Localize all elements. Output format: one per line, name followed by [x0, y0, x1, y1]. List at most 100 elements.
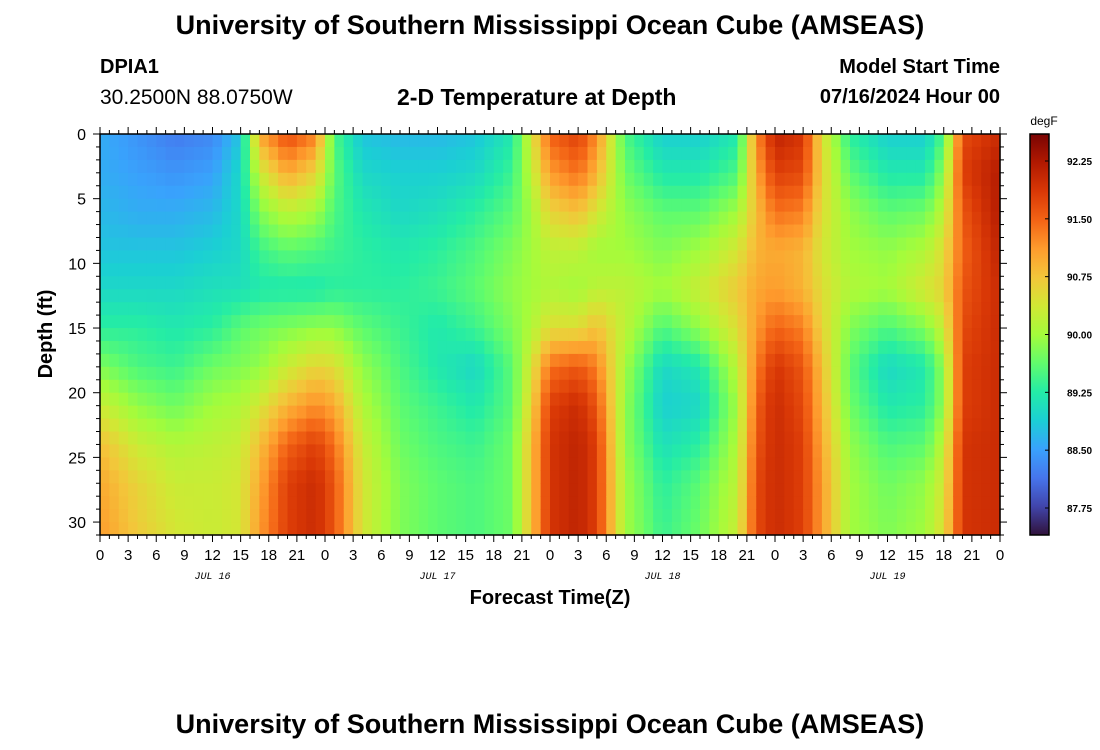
colorbar-tick-label: 90.00 — [1067, 331, 1092, 342]
heatmap-cell — [493, 276, 504, 290]
heatmap-cell — [287, 522, 298, 536]
heatmap-cell — [868, 315, 879, 329]
heatmap-cell — [868, 457, 879, 471]
heatmap-cell — [550, 405, 560, 420]
heatmap-cell — [671, 328, 682, 342]
heatmap-cell — [540, 418, 551, 433]
heatmap-cell — [381, 470, 392, 484]
heatmap-cell — [859, 379, 870, 394]
heatmap-cell — [175, 185, 185, 200]
heatmap-cell — [568, 198, 579, 213]
heatmap-cell — [559, 496, 570, 510]
heatmap-cell — [287, 302, 298, 316]
heatmap-cell — [137, 379, 148, 394]
heatmap-cell — [118, 457, 129, 471]
heatmap-cell — [118, 146, 129, 161]
heatmap-cell — [493, 315, 504, 329]
heatmap-cell — [784, 444, 795, 458]
heatmap-cell — [418, 211, 429, 226]
heatmap-cell — [840, 509, 851, 523]
heatmap-cell — [971, 185, 982, 200]
heatmap-cell — [193, 431, 204, 446]
heatmap-cell — [700, 405, 710, 420]
heatmap-cell — [643, 470, 654, 484]
heatmap-cell — [306, 146, 317, 161]
heatmap-cell — [578, 211, 589, 226]
heatmap-cell — [390, 146, 401, 161]
heatmap-cell — [287, 289, 298, 303]
heatmap-cell — [840, 483, 851, 497]
heatmap-cell — [475, 134, 485, 148]
heatmap-cell — [296, 315, 307, 329]
heatmap-cell — [915, 509, 926, 523]
heatmap-cell — [146, 315, 157, 329]
heatmap-cell — [212, 496, 223, 510]
heatmap-cell — [943, 340, 954, 355]
heatmap-cell — [803, 405, 814, 420]
heatmap-cell — [896, 302, 907, 316]
heatmap-cell — [137, 315, 148, 329]
heatmap-cell — [878, 353, 889, 368]
heatmap-cell — [306, 431, 317, 446]
heatmap-cell — [465, 483, 476, 497]
heatmap-cell — [868, 496, 879, 510]
heatmap-cell — [709, 276, 720, 290]
heatmap-cell — [578, 405, 589, 420]
heatmap-cell — [653, 379, 664, 394]
heatmap-cell — [737, 172, 748, 187]
heatmap-cell — [400, 522, 410, 536]
heatmap-cell — [465, 366, 476, 381]
heatmap-cell — [859, 198, 870, 213]
heatmap-cell — [493, 366, 504, 381]
heatmap-cell — [634, 263, 645, 277]
heatmap-cell — [859, 302, 870, 316]
heatmap-cell — [128, 302, 139, 316]
heatmap-cell — [906, 315, 917, 329]
heatmap-cell — [943, 496, 954, 510]
heatmap-cell — [400, 457, 410, 471]
heatmap-cell — [803, 496, 814, 510]
heatmap-cell — [268, 457, 279, 471]
heatmap-cell — [990, 418, 1001, 433]
heatmap-cell — [653, 418, 664, 433]
heatmap-cell — [671, 134, 682, 148]
heatmap-cell — [653, 224, 664, 239]
heatmap-cell — [278, 315, 289, 329]
heatmap-cell — [690, 172, 701, 187]
heatmap-cell — [278, 289, 289, 303]
heatmap-cell — [596, 276, 607, 290]
heatmap-cell — [953, 237, 964, 252]
heatmap-cell — [925, 134, 935, 148]
heatmap-cell — [259, 328, 270, 342]
heatmap-cell — [371, 509, 382, 523]
heatmap-cell — [737, 263, 748, 277]
heatmap-cell — [193, 146, 204, 161]
heatmap-cell — [568, 237, 579, 252]
heatmap-cell — [109, 353, 120, 368]
heatmap-cell — [915, 405, 926, 420]
heatmap-cell — [643, 198, 654, 213]
heatmap-cell — [456, 185, 467, 200]
heatmap-cell — [765, 250, 776, 264]
heatmap-cell — [315, 237, 326, 252]
heatmap-cell — [231, 263, 242, 277]
heatmap-cell — [109, 159, 120, 174]
heatmap-cell — [868, 263, 879, 277]
heatmap-cell — [184, 315, 195, 329]
heatmap-cell — [268, 522, 279, 536]
heatmap-cell — [915, 483, 926, 497]
heatmap-cell — [400, 328, 410, 342]
heatmap-cell — [325, 211, 335, 226]
heatmap-cell — [165, 172, 176, 187]
heatmap-cell — [700, 263, 710, 277]
heatmap-cell — [484, 289, 495, 303]
heatmap-cell — [531, 159, 542, 174]
heatmap-cell — [165, 224, 176, 239]
heatmap-cell — [268, 237, 279, 252]
heatmap-cell — [915, 159, 926, 174]
heatmap-cell — [643, 211, 654, 226]
heatmap-cell — [371, 172, 382, 187]
heatmap-cell — [887, 146, 898, 161]
heatmap-cell — [728, 457, 739, 471]
heatmap-cell — [568, 250, 579, 264]
